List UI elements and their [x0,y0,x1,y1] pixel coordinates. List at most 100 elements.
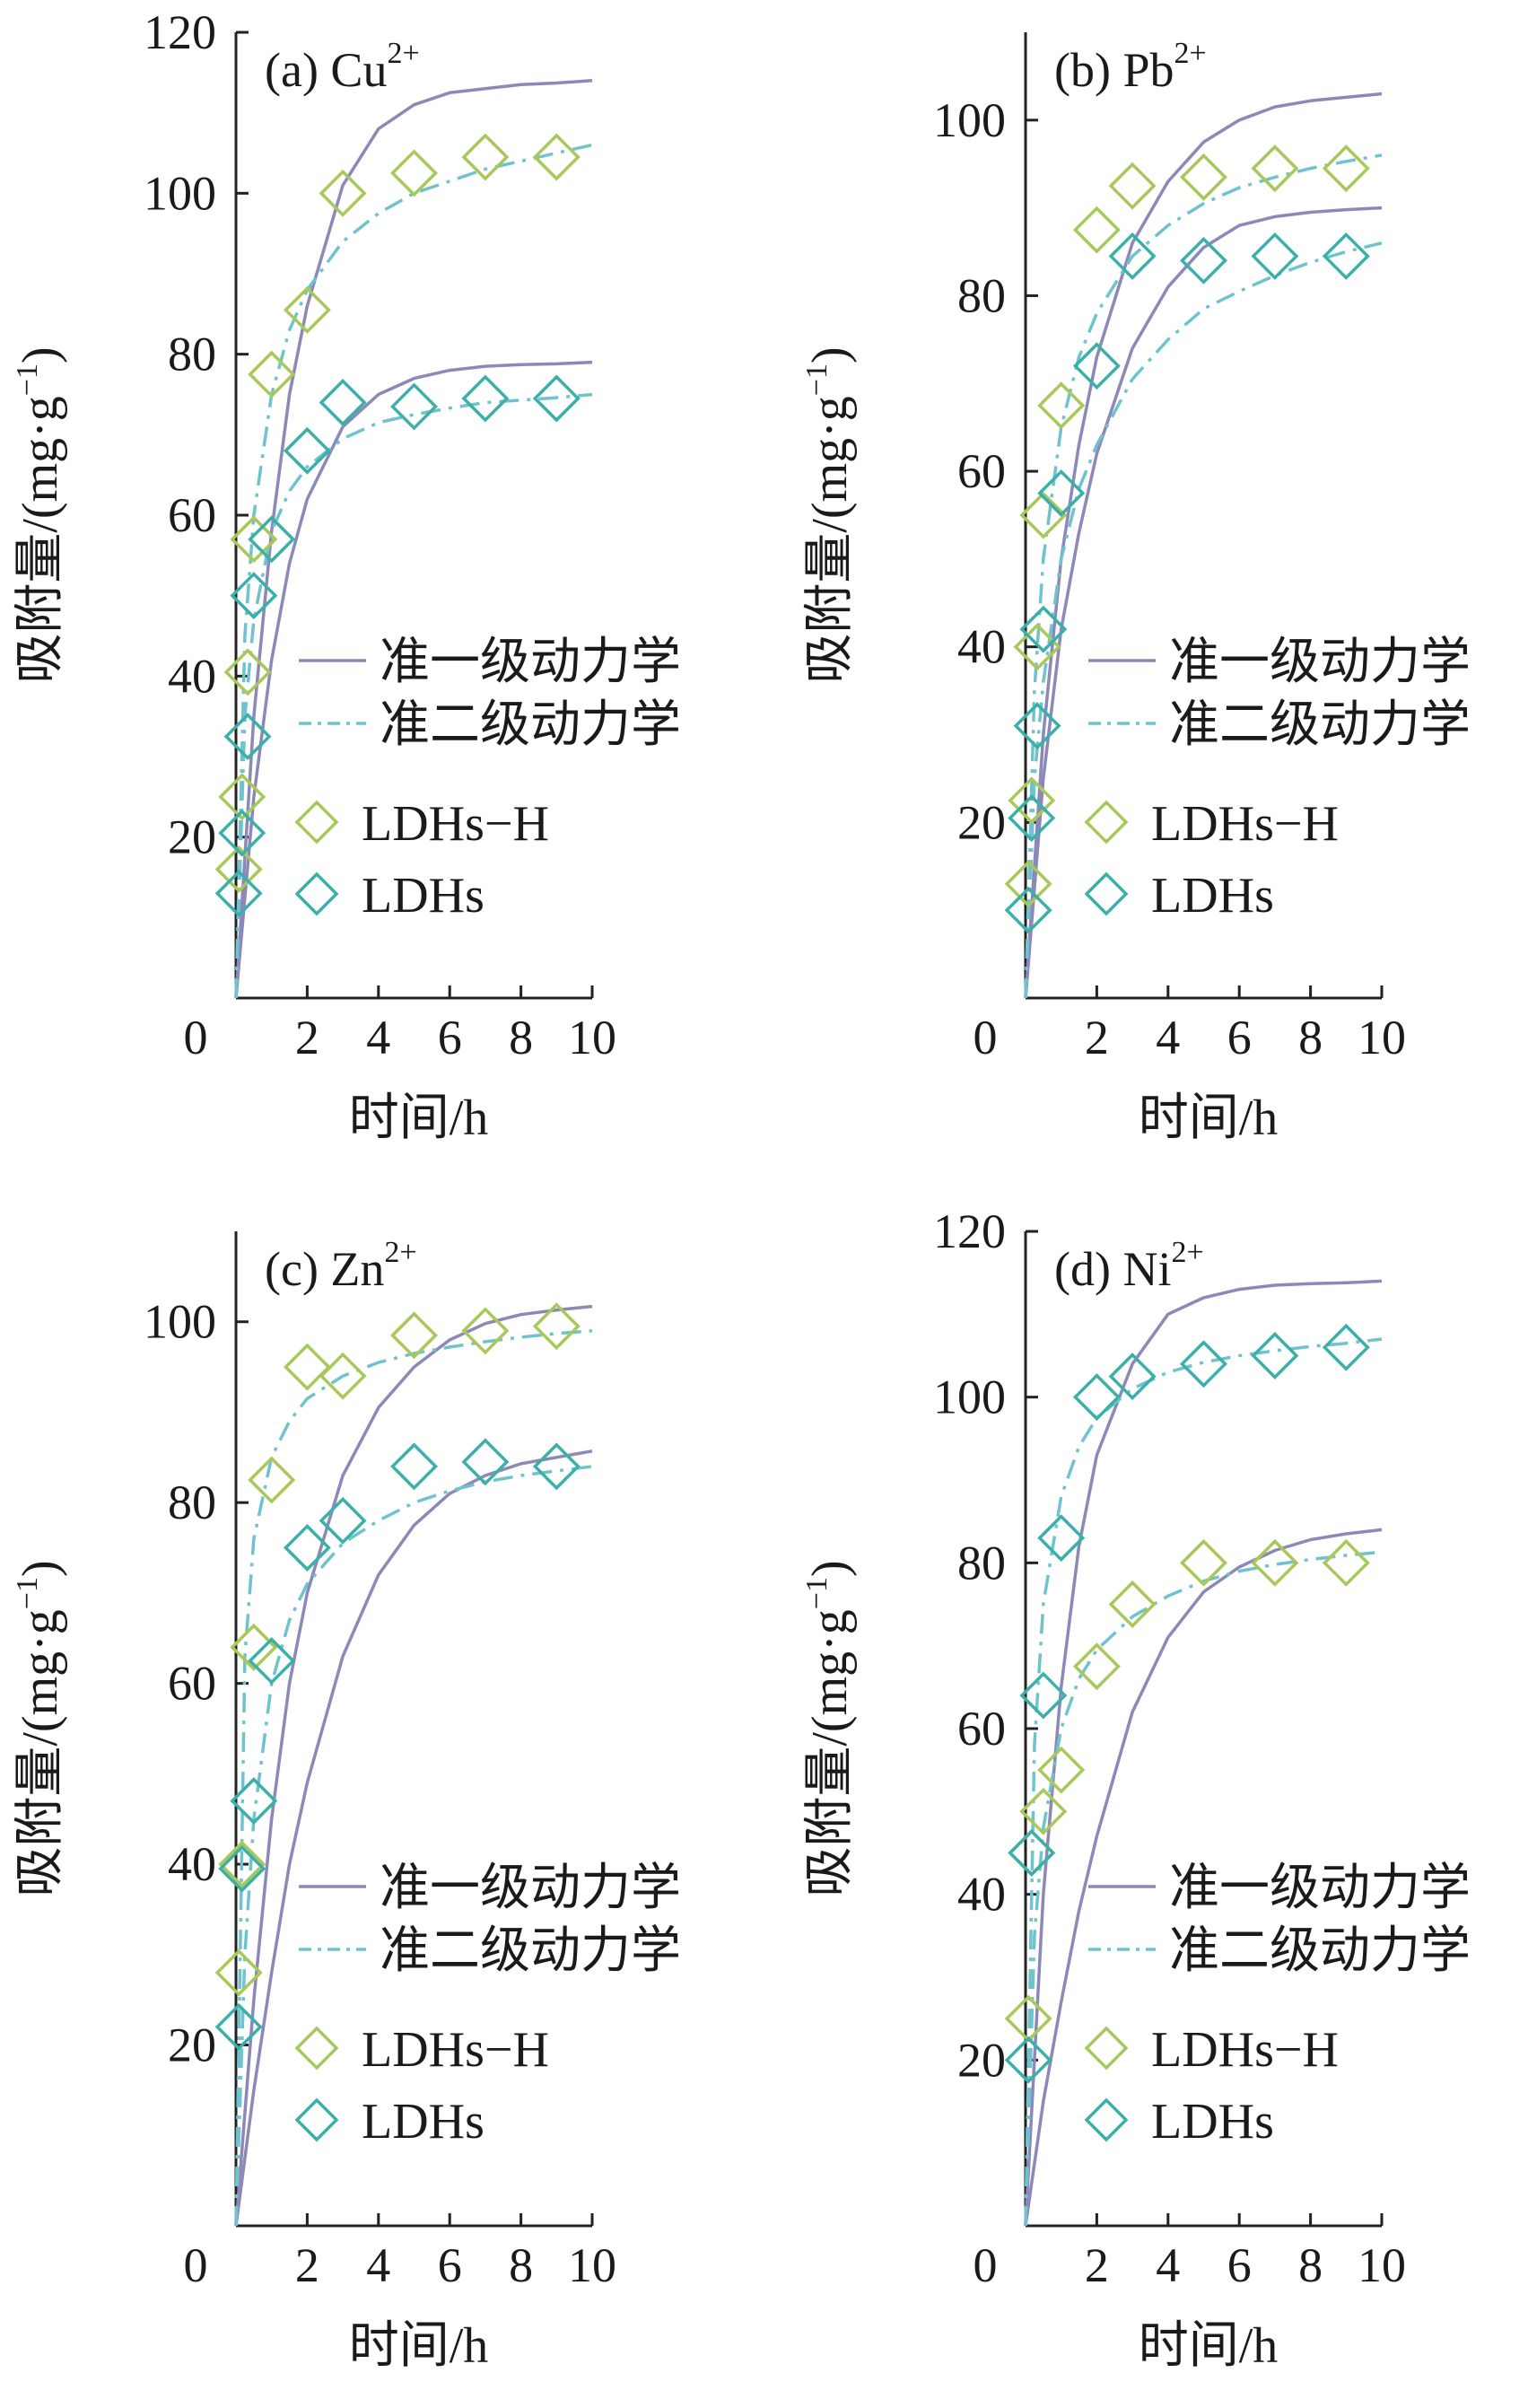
x-tick-label: 0 [974,1011,998,1064]
x-tick-label: 2 [295,2238,319,2292]
panel-title: (c) Zn2+ [265,1236,417,1296]
ldhs-data-point [532,374,581,423]
y-tick-label: 60 [957,444,1006,498]
pso-fit-line [1024,1550,1383,2227]
legend-ldhs-h-swatch [1084,800,1129,845]
ldhs-data-point [214,869,263,917]
legend-pso-label: 准二级动力学 [1169,1923,1471,1979]
y-tick-label: 80 [957,1536,1006,1589]
ldhs-h-data-point [1322,144,1370,193]
ldhs-h-data-point [461,133,510,181]
ldhs-h-data-point [1019,1787,1068,1835]
ldhs-h-data-point [1180,1538,1227,1587]
ldhs-h-data-point [223,648,272,696]
x-tick-label: 4 [366,1011,390,1064]
ldhs-data-point [248,515,296,564]
legend-pfo-label: 准一级动力学 [1169,1861,1471,1916]
ldhs-data-point [1019,605,1068,653]
ldhs-data-point [1180,1340,1227,1388]
y-tick-label: 40 [957,1868,1006,1922]
ldhs-data-point [1004,886,1052,934]
ldhs-data-point [1072,342,1121,390]
y-tick-label: 100 [144,1295,216,1349]
ldhs-h-data-point [214,1948,263,1997]
legend-ldhs-swatch [1084,2097,1129,2142]
pfo-fit-line [234,360,593,999]
ldhs-data-point [1322,232,1370,280]
y-tick-label: 80 [168,328,216,381]
legend-ldhs-label: LDHs [1151,2094,1274,2150]
panel-title: (b) Pb2+ [1054,37,1207,97]
y-tick-label: 20 [957,2033,1006,2087]
ldhs-data-point [1108,232,1157,280]
ldhs-h-data-point [1251,144,1299,193]
ldhs-data-point [223,713,272,761]
x-tick-label: 2 [295,1011,319,1064]
y-tick-label: 80 [957,268,1006,322]
x-tick-label: 8 [509,1011,533,1064]
ldhs-data-point [218,1844,266,1893]
ldhs-h-data-point [218,1840,266,1888]
ldhs-data-point [1180,236,1227,285]
x-tick-label: 8 [1298,1011,1323,1064]
ldhs-data-point [283,426,331,475]
legend-ldhs-h-label: LDHs−H [362,2022,549,2078]
y-tick-label: 100 [144,166,216,220]
x-tick-label: 0 [184,2238,208,2292]
pfo-fit-line [1024,1528,1383,2227]
y-axis-title: 吸附量/(mg·g−1) [800,1560,858,1896]
pso-fit-line [234,143,593,999]
y-tick-label: 120 [144,5,216,59]
y-tick-label: 60 [168,1657,216,1711]
ldhs-data-point [230,1777,278,1826]
ldhs-data-point [1322,1323,1370,1371]
y-tick-label: 20 [957,795,1006,849]
y-axis-title: 吸附量/(mg·g−1) [11,346,68,683]
pso-fit-line [1024,1337,1383,2227]
y-tick-label: 40 [168,1837,216,1891]
ldhs-h-data-point [461,1307,510,1355]
ldhs-data-point [1019,1671,1068,1720]
ldhs-h-data-point [1008,776,1056,825]
ldhs-data-point [319,1496,367,1545]
legend-pfo-label: 准一级动力学 [380,1861,681,1916]
y-axis-title: 吸附量/(mg·g−1) [11,1560,68,1896]
ldhs-h-data-point [230,515,278,564]
ldhs-h-data-point [1108,1581,1157,1628]
x-tick-label: 8 [509,2238,533,2292]
legend-ldhs-h-swatch [294,2026,339,2071]
ldhs-h-data-point [283,1343,331,1391]
ldhs-h-data-point [1013,623,1061,671]
ldhs-data-point [1008,1829,1056,1877]
x-tick-label: 6 [438,1011,462,1064]
x-axis-title: 时间/h [1139,1090,1279,1146]
pfo-fit-line [1024,92,1383,999]
y-tick-label: 60 [168,488,216,542]
ldhs-data-point [461,374,510,423]
legend-ldhs-h-label: LDHs−H [362,796,549,852]
panel-title: (d) Ni2+ [1054,1236,1204,1296]
x-axis-title: 时间/h [349,2318,489,2374]
ldhs-h-data-point [248,1456,296,1504]
ldhs-h-data-point [1108,162,1157,210]
ldhs-h-data-point [1180,153,1227,201]
y-tick-label: 60 [957,1702,1006,1756]
y-axis-title: 吸附量/(mg·g−1) [800,346,858,683]
ldhs-data-point [461,1438,510,1486]
ldhs-h-data-point [1037,381,1086,430]
x-tick-label: 6 [1227,2238,1252,2292]
legend-ldhs-swatch [294,871,339,916]
legend-ldhs-label: LDHs [1151,868,1274,924]
ldhs-h-data-point [1251,1538,1299,1587]
legend-ldhs-h-swatch [1084,2026,1129,2071]
legend-pso-label: 准二级动力学 [1169,697,1471,753]
ldhs-h-data-point [1322,1538,1370,1587]
y-tick-label: 120 [933,1204,1006,1258]
pso-fit-line [1024,153,1383,999]
pfo-fit-line [234,79,593,999]
legend-ldhs-label: LDHs [362,2094,485,2150]
ldhs-h-data-point [1037,1746,1086,1794]
